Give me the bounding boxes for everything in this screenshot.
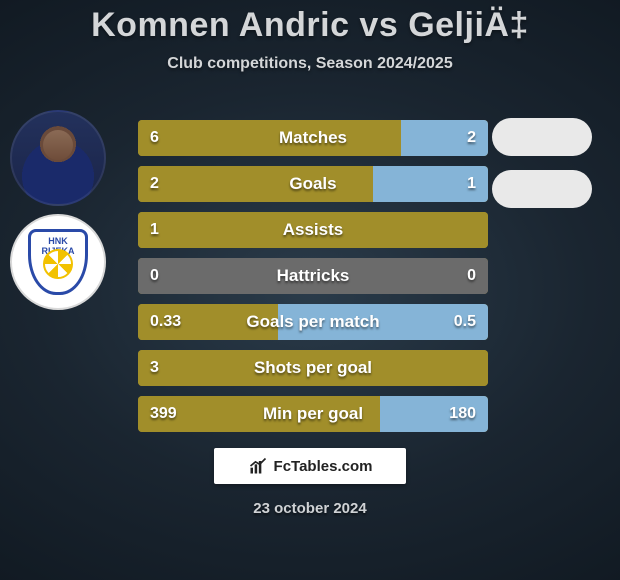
stat-label: Min per goal [138, 404, 488, 424]
stat-row: 1Assists [138, 212, 488, 248]
page-title: Komnen Andric vs GeljiÄ‡ [0, 0, 620, 45]
stat-row: 62Matches [138, 120, 488, 156]
comparison-card: Komnen Andric vs GeljiÄ‡ Club competitio… [0, 0, 620, 580]
chart-icon [248, 456, 268, 476]
footer-date: 23 october 2024 [0, 500, 620, 517]
stat-bars: 62Matches 21Goals 1Assists 00Hattricks 0.330… [138, 120, 488, 442]
stat-label: Shots per goal [138, 358, 488, 378]
club-avatar [10, 214, 110, 314]
left-avatars [10, 110, 120, 318]
player-avatar [10, 110, 110, 210]
brand-badge[interactable]: FcTables.com [214, 448, 406, 484]
page-subtitle: Club competitions, Season 2024/2025 [0, 55, 620, 73]
stat-row: 399180Min per goal [138, 396, 488, 432]
stat-label: Goals per match [138, 312, 488, 332]
club-shield-icon [28, 229, 88, 295]
stat-label: Matches [138, 128, 488, 148]
stat-label: Goals [138, 174, 488, 194]
right-player-pill [492, 118, 592, 156]
brand-text: FcTables.com [274, 458, 373, 475]
stat-label: Hattricks [138, 266, 488, 286]
stat-label: Assists [138, 220, 488, 240]
stat-row: 00Hattricks [138, 258, 488, 294]
right-avatar-column [492, 118, 604, 222]
stat-row: 3Shots per goal [138, 350, 488, 386]
stat-row: 0.330.5Goals per match [138, 304, 488, 340]
club-badge [10, 214, 106, 310]
right-player-pill [492, 170, 592, 208]
player-photo-placeholder [10, 110, 106, 206]
stat-row: 21Goals [138, 166, 488, 202]
